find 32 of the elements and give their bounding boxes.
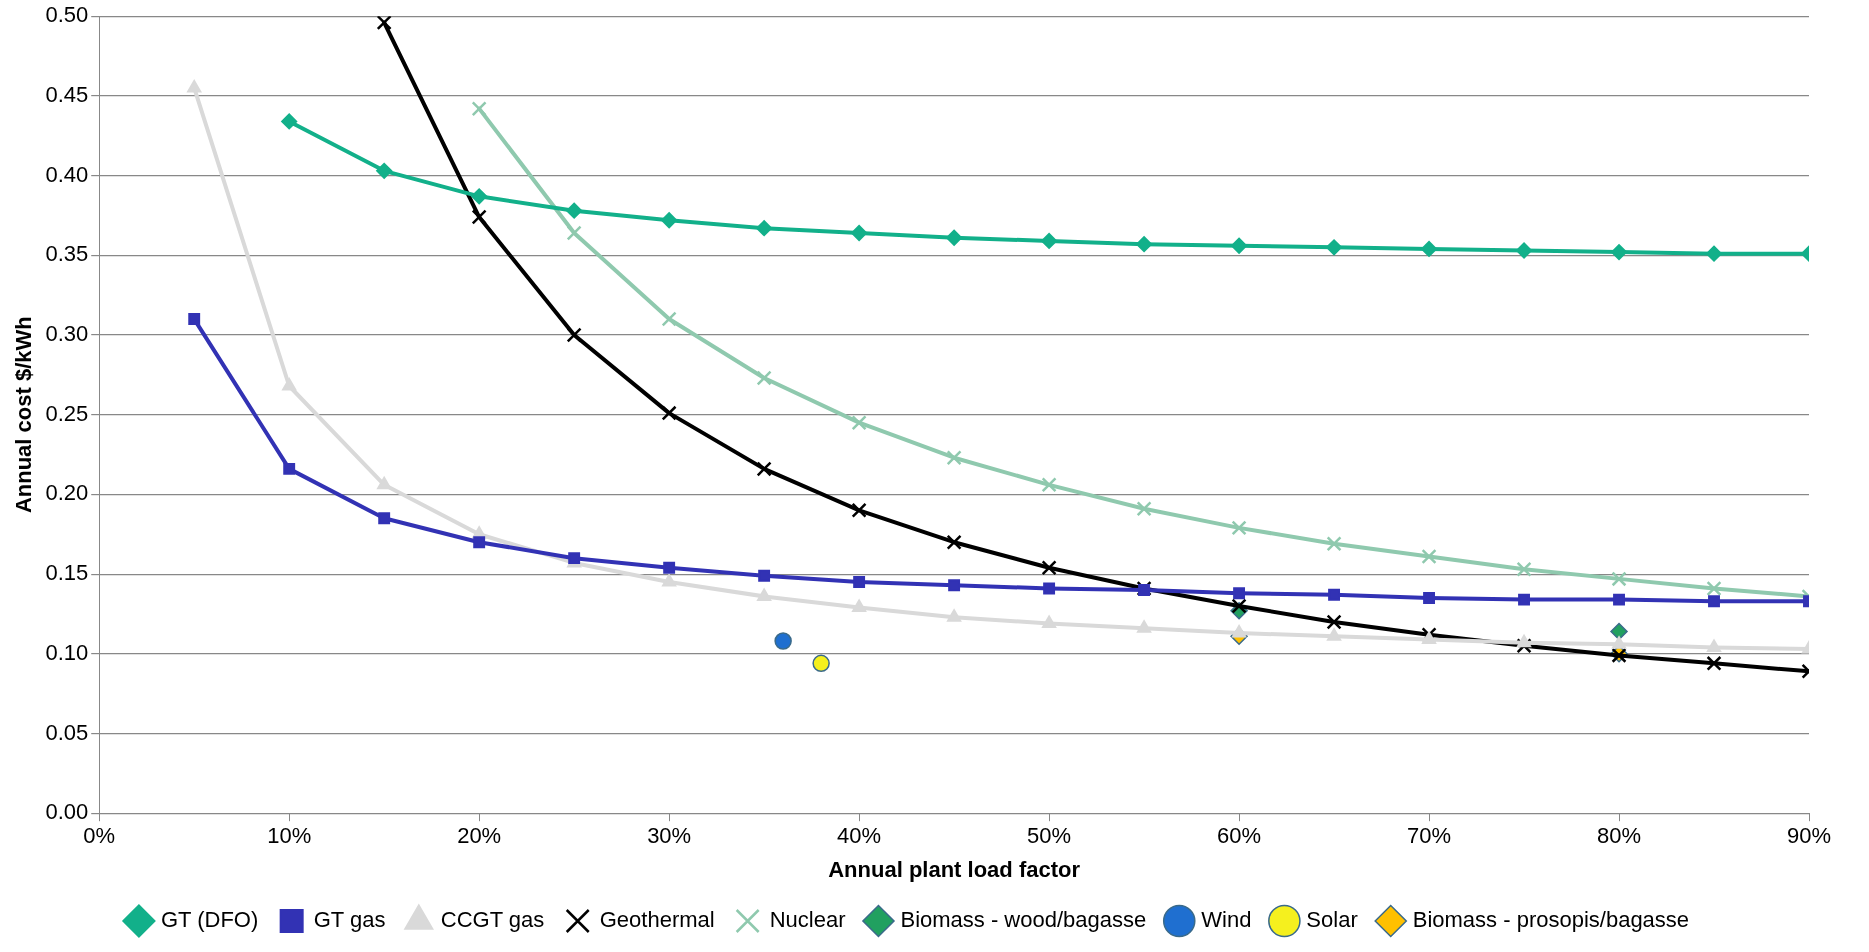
y-tick-label: 0.25 (45, 400, 89, 426)
y-tick-label: 0.40 (45, 161, 89, 187)
legend-label: Biomass - prosopis/bagasse (1412, 907, 1690, 933)
y-tick-label: 0.20 (45, 480, 89, 506)
legend-label: GT gas (313, 907, 386, 933)
y-tick-label: 0.45 (45, 81, 89, 107)
y-axis-title: Annual cost $/kWh (11, 316, 37, 514)
x-tick-label: 40% (837, 823, 882, 849)
x-tick-label: 50% (1027, 823, 1072, 849)
x-tick-label: 30% (647, 823, 692, 849)
x-tick-label: 20% (457, 823, 502, 849)
y-tick-label: 0.50 (45, 2, 89, 28)
y-tick-label: 0.10 (45, 639, 89, 665)
y-tick-label: 0.15 (45, 560, 89, 586)
y-tick-label: 0.05 (45, 719, 89, 745)
y-tick-label: 0.35 (45, 241, 89, 267)
x-tick-label: 10% (267, 823, 312, 849)
legend-label: GT (DFO) (160, 907, 259, 933)
legend-label: Geothermal (599, 907, 715, 933)
legend-label: CCGT gas (440, 907, 545, 933)
y-tick-label: 0.00 (45, 799, 89, 825)
x-tick-label: 90% (1786, 823, 1832, 849)
legend-label: Solar (1306, 907, 1358, 933)
legend-label: Nuclear (769, 907, 846, 933)
x-axis-title: Annual plant load factor (828, 856, 1081, 882)
x-tick-label: 0% (83, 823, 116, 849)
legend-label: Biomass - wood/bagasse (900, 907, 1147, 933)
legend-label: Wind (1201, 907, 1252, 933)
x-tick-label: 70% (1407, 823, 1452, 849)
y-tick-label: 0.30 (45, 321, 89, 347)
x-tick-label: 80% (1597, 823, 1642, 849)
x-tick-label: 60% (1217, 823, 1262, 849)
